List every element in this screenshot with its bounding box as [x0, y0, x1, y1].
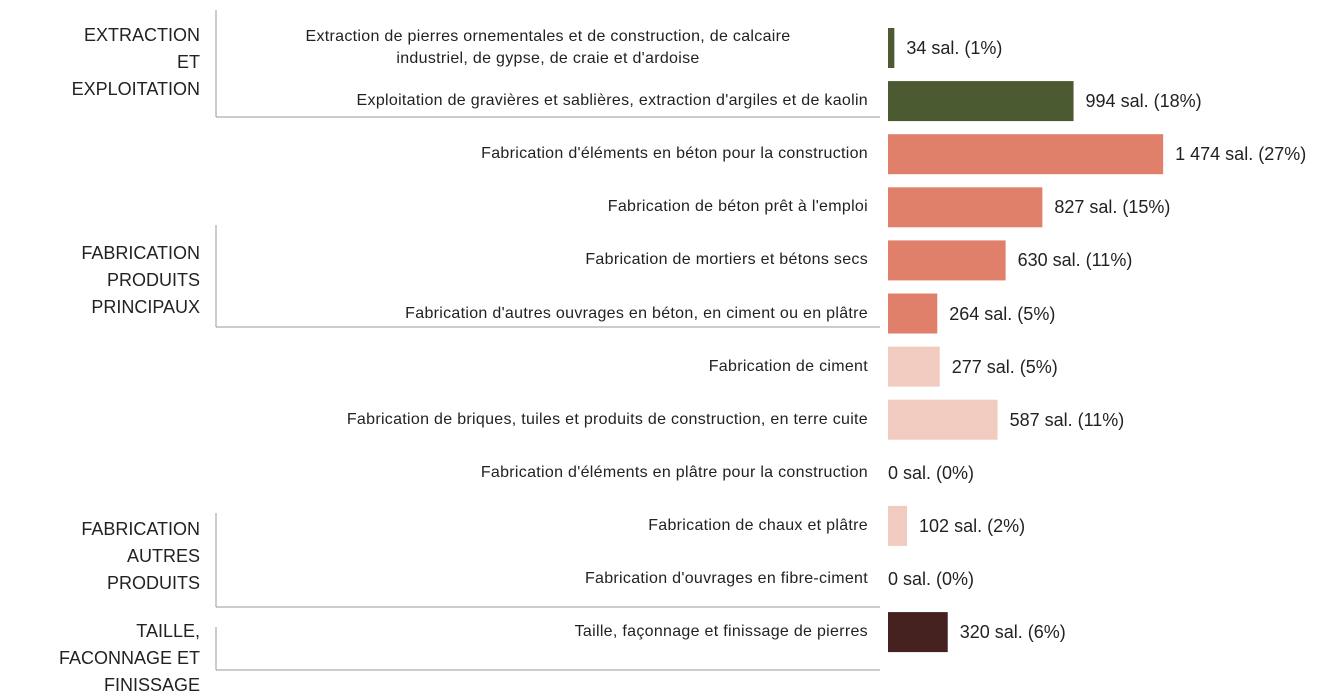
value-label: 34 sal. (1%) — [906, 38, 1003, 58]
value-label: 994 sal. (18%) — [1085, 91, 1202, 112]
bar — [888, 240, 1006, 281]
category-label: Fabrication d'autres ouvrages en béton, … — [405, 304, 868, 322]
category-label: Fabrication d'éléments en béton pour la … — [481, 145, 868, 163]
value-label: 827 sal. (15%) — [1054, 197, 1171, 218]
group-label: FABRICATION PRODUITS PRINCIPAUX — [81, 243, 200, 317]
bar — [888, 293, 938, 334]
group-label: EXTRACTION ET EXPLOITATION — [71, 25, 200, 99]
category-label: Fabrication de briques, tuiles et produi… — [346, 410, 868, 428]
bar — [888, 81, 1074, 122]
value-label: 264 sal. (5%) — [949, 303, 1056, 324]
category-label: Fabrication d'éléments en plâtre pour la… — [480, 463, 868, 481]
category-label: Exploitation de gravières et sablières, … — [356, 92, 868, 110]
category-label: Taille, façonnage et finissage de pierre… — [574, 623, 868, 641]
bar — [888, 134, 1164, 175]
bar — [888, 346, 940, 387]
category-label: Fabrication de chaux et plâtre — [648, 516, 868, 534]
bar — [888, 187, 1043, 228]
value-label: 0 sal. (0%) — [888, 462, 975, 483]
value-label: 320 sal. (6%) — [959, 622, 1066, 643]
category-label: Fabrication de béton prêt à l'emploi — [607, 198, 868, 216]
value-label: 102 sal. (2%) — [919, 515, 1026, 536]
category-label: Fabrication d'ouvrages en fibre-ciment — [584, 570, 868, 587]
group-label: FABRICATION AUTRES PRODUITS — [81, 519, 200, 593]
value-label: 277 sal. (5%) — [951, 356, 1058, 377]
bar — [888, 612, 948, 653]
bar — [888, 28, 895, 68]
value-label: 1 474 sal. (27%) — [1175, 144, 1307, 165]
bar — [888, 505, 908, 546]
bar — [888, 399, 998, 440]
category-label: Fabrication de mortiers et bétons secs — [585, 251, 868, 269]
value-label: 630 sal. (11%) — [1017, 250, 1133, 271]
value-label: 587 sal. (11%) — [1009, 409, 1125, 430]
value-label: 0 sal. (0%) — [888, 569, 975, 589]
category-label: Extraction de pierres ornementales et de… — [305, 28, 791, 67]
group-label: TAILLE, FACONNAGE ET FINISSAGE — [58, 621, 200, 695]
category-label: Fabrication de ciment — [708, 357, 868, 375]
